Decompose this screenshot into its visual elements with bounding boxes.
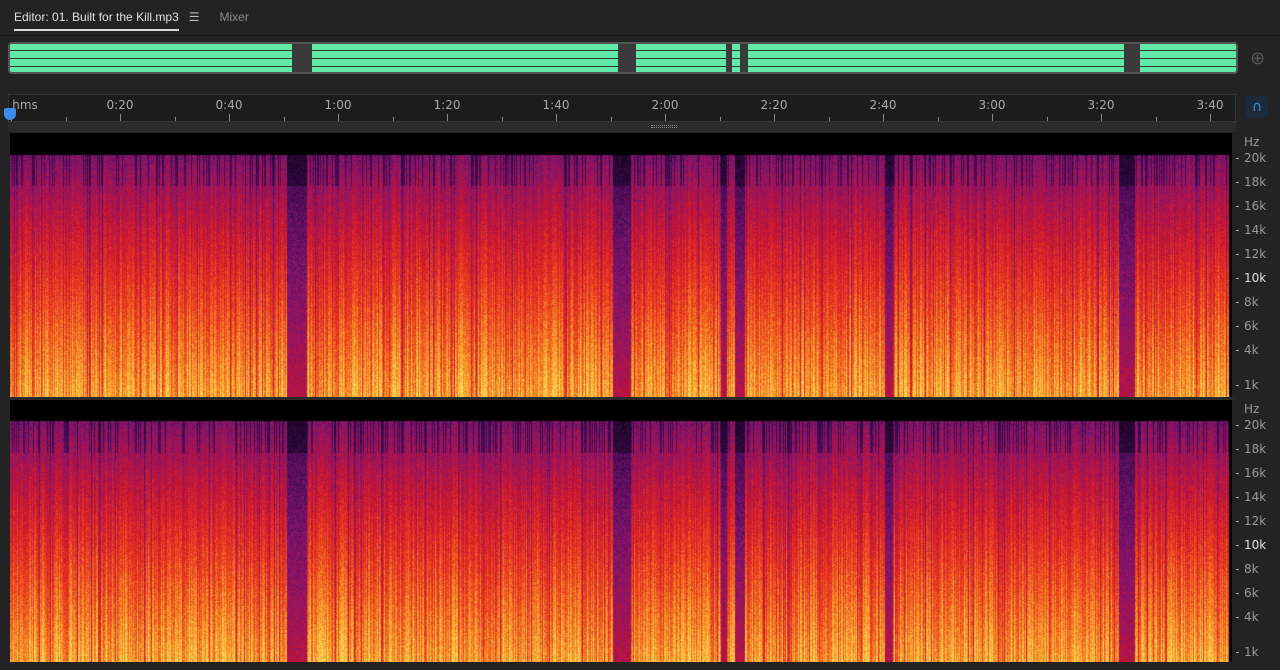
ruler-tick xyxy=(447,114,448,121)
ruler-tick xyxy=(992,114,993,121)
hz-label: 16k xyxy=(1244,199,1266,213)
waveform-quiet-section xyxy=(726,44,732,72)
ruler-label: 1:00 xyxy=(325,98,352,112)
frequency-axis-left: Hz 20k 18k 16k 14k 12k 10k 8k 6k 4k 1k xyxy=(1236,133,1280,397)
ruler-tick xyxy=(556,114,557,121)
ruler-tick xyxy=(338,114,339,121)
ruler-tick xyxy=(665,114,666,121)
hz-label: 18k xyxy=(1244,175,1266,189)
hz-label: 12k xyxy=(1244,247,1266,261)
ruler-tick xyxy=(883,114,884,121)
frequency-axis-right: Hz 20k 18k 16k 14k 12k 10k 8k 6k 4k 1k xyxy=(1236,400,1280,662)
hz-label: 1k xyxy=(1244,645,1259,659)
hz-label: 6k xyxy=(1244,319,1259,333)
ruler-tick xyxy=(829,117,830,121)
overview-waveform[interactable] xyxy=(8,42,1238,74)
hz-label: 4k xyxy=(1244,343,1259,357)
hz-label: 6k xyxy=(1244,586,1259,600)
ruler-unit: hms xyxy=(12,98,38,112)
hz-label: 18k xyxy=(1244,442,1266,456)
spectrogram-right-channel[interactable] xyxy=(10,400,1232,662)
hz-label: 10k xyxy=(1244,271,1266,285)
hz-label: 12k xyxy=(1244,514,1266,528)
hamburger-icon[interactable]: ☰ xyxy=(189,10,200,25)
ruler-tick xyxy=(1047,117,1048,121)
hz-unit: Hz xyxy=(1244,135,1259,149)
ruler-label: 3:40 xyxy=(1197,98,1224,112)
ruler-label: 3:00 xyxy=(979,98,1006,112)
hz-label: 14k xyxy=(1244,490,1266,504)
panel-tabs: Editor: 01. Built for the Kill.mp3 ☰ Mix… xyxy=(0,0,1280,36)
ruler-label: 2:20 xyxy=(761,98,788,112)
panel-splitter[interactable] xyxy=(8,122,1236,132)
hz-label: 8k xyxy=(1244,295,1259,309)
ruler-label: 1:20 xyxy=(434,98,461,112)
ruler-label: 0:20 xyxy=(107,98,134,112)
hz-unit: Hz xyxy=(1244,402,1259,416)
ruler-tick xyxy=(720,117,721,121)
time-ruler[interactable]: hms 0:20 0:40 1:00 1:20 1:40 2:00 2:20 2:40 3:00… xyxy=(8,94,1236,122)
ruler-label: 1:40 xyxy=(543,98,570,112)
ruler-tick xyxy=(66,117,67,121)
hz-label: 4k xyxy=(1244,610,1259,624)
ruler-tick xyxy=(120,114,121,121)
snap-magnet-icon[interactable]: ∩ xyxy=(1246,96,1268,118)
waveform-quiet-section xyxy=(1124,44,1140,72)
hz-label: 20k xyxy=(1244,151,1266,165)
ruler-tick xyxy=(774,114,775,121)
waveform-quiet-section xyxy=(740,44,748,72)
hz-label: 10k xyxy=(1244,538,1266,552)
ruler-tick xyxy=(284,117,285,121)
hz-label: 14k xyxy=(1244,223,1266,237)
ruler-tick xyxy=(175,117,176,121)
ruler-tick xyxy=(1156,117,1157,121)
ruler-tick xyxy=(393,117,394,121)
waveform-quiet-section xyxy=(292,44,312,72)
ruler-tick xyxy=(1210,114,1211,121)
ruler-tick xyxy=(938,117,939,121)
zoom-navigator-icon[interactable]: ⊕ xyxy=(1250,48,1265,69)
grip-handle[interactable] xyxy=(651,125,677,128)
ruler-label: 2:00 xyxy=(652,98,679,112)
ruler-tick xyxy=(502,117,503,121)
ruler-tick xyxy=(229,114,230,121)
hz-label: 8k xyxy=(1244,562,1259,576)
hz-label: 16k xyxy=(1244,466,1266,480)
spectrogram-left-channel[interactable] xyxy=(10,133,1232,397)
ruler-label: 3:20 xyxy=(1088,98,1115,112)
ruler-label: 0:40 xyxy=(216,98,243,112)
hz-label: 20k xyxy=(1244,418,1266,432)
ruler-tick xyxy=(1101,114,1102,121)
tab-editor[interactable]: Editor: 01. Built for the Kill.mp3 xyxy=(14,10,179,31)
ruler-label: 2:40 xyxy=(870,98,897,112)
ruler-tick xyxy=(611,117,612,121)
waveform-quiet-section xyxy=(618,44,636,72)
tab-mixer[interactable]: Mixer xyxy=(220,10,249,25)
playhead[interactable] xyxy=(4,108,16,120)
hz-label: 1k xyxy=(1244,378,1259,392)
